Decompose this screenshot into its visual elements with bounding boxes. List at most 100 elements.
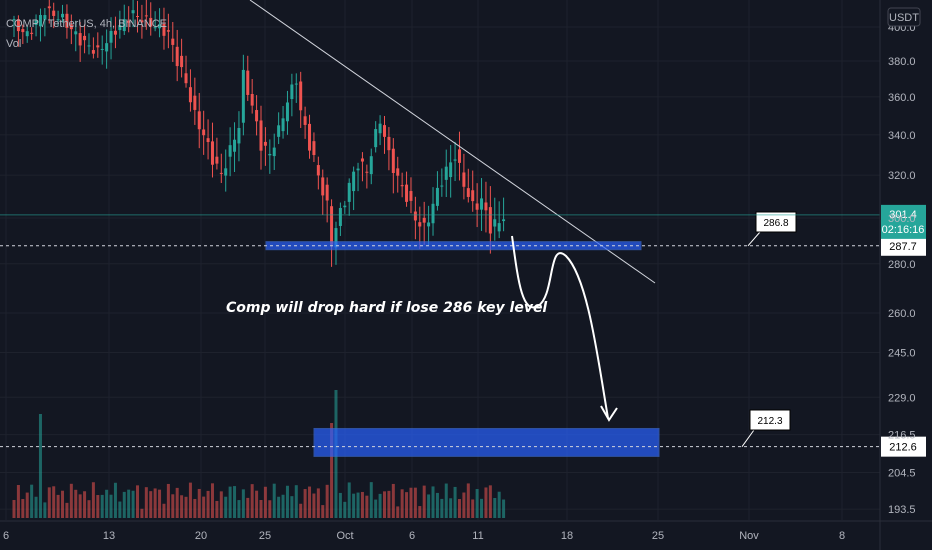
candle-body [113, 30, 117, 35]
candle-body [250, 93, 254, 106]
volume-bar [484, 487, 488, 518]
candle-body [369, 156, 373, 175]
volume-bar [113, 482, 117, 518]
volume-bar [241, 489, 245, 518]
candle-body [488, 207, 492, 234]
candle-body [210, 141, 214, 165]
candle-body [206, 138, 210, 143]
candle-body [131, 10, 135, 14]
candle-body [347, 182, 351, 202]
volume-bar [493, 497, 497, 518]
candle-body [493, 219, 497, 227]
y-tick-label: 260.0 [888, 308, 916, 320]
volume-bar [374, 499, 378, 518]
y-tick-label: 300.0 [888, 213, 916, 225]
volume-bar [219, 491, 223, 518]
volume-bar [316, 488, 320, 518]
candle-body [140, 20, 144, 23]
x-tick-label: 6 [3, 530, 9, 542]
candle-body [290, 84, 294, 100]
volume-bar [158, 489, 162, 518]
volume-bar [427, 494, 431, 518]
candle-body [281, 118, 285, 132]
volume-bar [237, 500, 241, 518]
candle-body [56, 19, 60, 21]
volume-bar [144, 487, 148, 518]
volume-bar [202, 496, 206, 518]
last-price-tag [881, 204, 926, 239]
volume-bar [184, 496, 188, 518]
volume-bar [488, 485, 492, 518]
level-price-tag [881, 235, 926, 256]
x-tick-label: 8 [839, 530, 845, 542]
volume-bar [330, 423, 334, 518]
candle-body [162, 23, 166, 36]
volume-bar [153, 488, 157, 518]
volume-bar [405, 492, 409, 518]
volume-indicator-label[interactable]: Vol [6, 38, 22, 50]
volume-bar [435, 492, 439, 518]
candle-body [285, 102, 289, 122]
level-price-text: 212.6 [889, 442, 917, 454]
volume-bar [96, 495, 100, 518]
candle-body [100, 48, 104, 50]
volume-bar [453, 486, 457, 518]
x-tick-label: 11 [472, 530, 483, 542]
volume-bar [259, 499, 263, 518]
candle-body [215, 156, 219, 164]
volume-bar [440, 498, 444, 518]
candle-body [462, 172, 466, 187]
candle-body [453, 159, 457, 161]
x-tick-label: 13 [103, 530, 115, 542]
candle-body [153, 27, 157, 29]
volume-bar [127, 489, 131, 518]
volume-bar [502, 499, 506, 518]
candle-body [413, 211, 417, 221]
candle-body [61, 13, 65, 18]
symbol-title[interactable]: COMP / TetherUS, 4h, BINANCE [6, 18, 167, 30]
candle-body [321, 177, 325, 196]
candle-body [149, 17, 153, 27]
candle-body [197, 111, 201, 130]
volume-bar [43, 502, 47, 518]
candle-body [312, 141, 316, 156]
x-tick-label: Oct [336, 530, 353, 542]
volume-bar [272, 483, 276, 518]
volume-bar [140, 508, 144, 518]
y-tick-label: 320.0 [888, 170, 916, 182]
callout-pointer [741, 429, 755, 447]
volume-bar [118, 501, 122, 518]
candle-body [383, 125, 386, 137]
candle-body [255, 110, 259, 122]
countdown-text: 02:16:16 [882, 224, 925, 236]
volume-bar [471, 499, 475, 518]
candle-body [449, 162, 453, 178]
candle-body [233, 139, 237, 152]
volume-bar [65, 502, 69, 518]
candle-body [356, 168, 360, 171]
volume-bar [466, 483, 470, 518]
candle-body [338, 207, 342, 226]
y-tick-label: 280.0 [888, 259, 916, 271]
candle-body [78, 33, 82, 46]
volume-bar [78, 494, 82, 518]
candle-body [308, 123, 312, 151]
y-tick-label: 340.0 [888, 130, 916, 142]
volume-bar [383, 491, 386, 518]
y-tick-label: 229.0 [888, 392, 916, 404]
callout-box [755, 211, 797, 233]
volume-bar [268, 500, 272, 518]
candle-body [166, 30, 170, 32]
candle-body [405, 184, 409, 202]
volume-bar [475, 489, 479, 518]
candle-body [202, 129, 206, 136]
volume-bar [91, 482, 95, 518]
candle-body [69, 24, 73, 30]
candle-body [294, 83, 298, 85]
candle-body [65, 13, 69, 28]
last-price-text: 301.4 [889, 209, 917, 221]
candle-body [360, 158, 364, 162]
volume-bar [25, 492, 29, 518]
y-tick-label: 360.0 [888, 92, 916, 104]
